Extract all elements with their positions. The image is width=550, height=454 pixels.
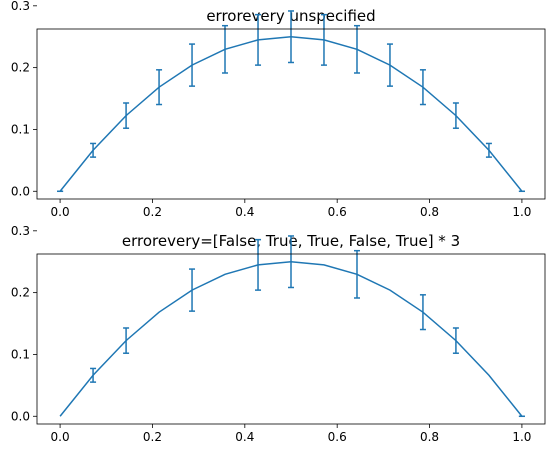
- error-bar: [222, 24, 229, 74]
- axes-frame: [36, 253, 546, 425]
- y-tick-label: 0.1: [11, 122, 30, 136]
- error-bar: [156, 69, 163, 106]
- error-bar: [189, 268, 196, 312]
- x-tick-label: 0.6: [328, 430, 347, 444]
- x-tick-label: 0.4: [235, 205, 254, 219]
- error-bar: [288, 235, 294, 289]
- error-bar: [452, 327, 459, 354]
- error-bar: [353, 24, 360, 74]
- error-bar: [189, 43, 196, 87]
- y-tick-label: 0.1: [11, 347, 30, 361]
- error-bar: [255, 238, 262, 291]
- error-bar: [353, 249, 360, 299]
- error-bar: [386, 43, 393, 87]
- y-tick-label: 0.3: [11, 224, 30, 238]
- x-tick-label: 1.0: [512, 430, 531, 444]
- x-tick-label: 0.2: [143, 430, 162, 444]
- error-bar: [320, 13, 327, 66]
- x-tick-label: 0.2: [143, 205, 162, 219]
- y-tick-label: 0.3: [11, 0, 30, 13]
- error-bar: [90, 367, 97, 383]
- x-tick-label: 1.0: [512, 205, 531, 219]
- x-tick-label: 0.0: [51, 205, 70, 219]
- error-bar: [255, 13, 262, 66]
- x-tick-label: 0.6: [328, 205, 347, 219]
- error-bar: [419, 69, 426, 106]
- x-tick-label: 0.8: [420, 430, 439, 444]
- error-bar: [419, 294, 426, 331]
- error-bar: [485, 142, 492, 158]
- x-tick-label: 0.8: [420, 205, 439, 219]
- error-bar: [288, 10, 294, 64]
- error-bar: [123, 102, 130, 129]
- axes-frame: [36, 28, 546, 200]
- y-tick-label: 0.0: [11, 409, 30, 423]
- y-tick-label: 0.0: [11, 184, 30, 198]
- error-bar: [452, 102, 459, 129]
- error-bar: [123, 327, 130, 354]
- subplot-2: errorevery=[False, True, True, False, Tr…: [11, 224, 546, 444]
- y-tick-label: 0.2: [11, 61, 30, 75]
- x-tick-label: 0.4: [235, 430, 254, 444]
- x-tick-label: 0.0: [51, 430, 70, 444]
- y-tick-label: 0.2: [11, 286, 30, 300]
- error-bar: [90, 142, 97, 158]
